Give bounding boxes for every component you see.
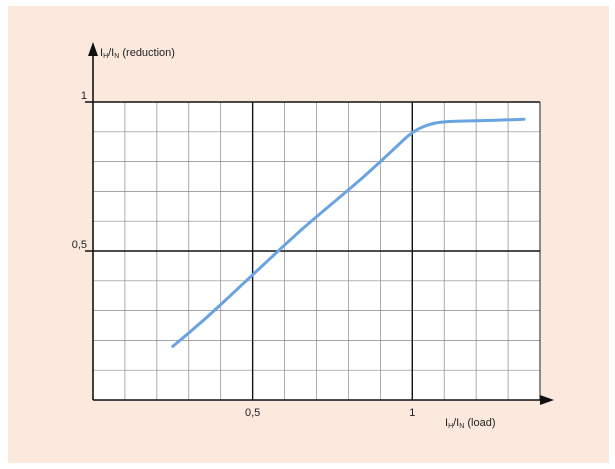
y-tick-label: 0,5 — [72, 239, 87, 251]
tick-labels: 0,5 1 0,5 1 — [72, 90, 416, 419]
major-grid — [85, 101, 540, 400]
series-line — [171, 117, 526, 348]
x-axis-arrow-icon — [540, 395, 554, 405]
reduction-vs-load-chart: 0,5 1 0,5 1 IH/IN (reduction) IH/IN (load) — [72, 42, 554, 430]
x-tick-label: 0,5 — [245, 407, 260, 419]
x-tick-label: 1 — [409, 407, 415, 419]
x-axis-label: IH/IN (load) — [445, 417, 496, 430]
y-tick-label: 1 — [81, 90, 87, 102]
chart-background: 0,5 1 0,5 1 IH/IN (reduction) IH/IN (load) — [8, 6, 609, 463]
series — [171, 117, 526, 348]
axes — [88, 42, 554, 405]
y-axis-label: IH/IN (reduction) — [100, 47, 175, 60]
y-axis-arrow-icon — [88, 42, 98, 56]
